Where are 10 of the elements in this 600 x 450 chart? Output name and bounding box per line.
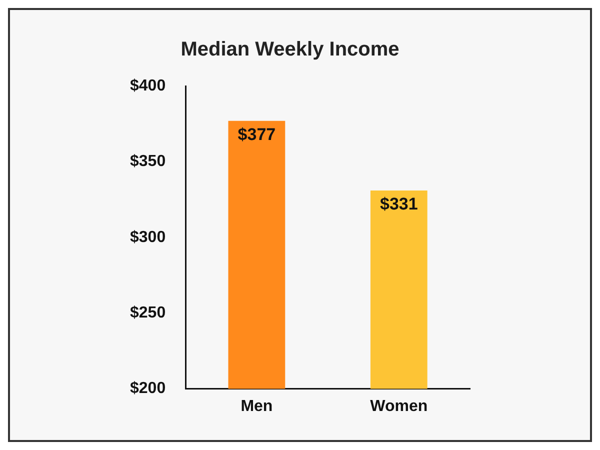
x-tick-label: Men <box>240 398 273 415</box>
y-tick-label: $400 <box>130 77 166 94</box>
chart-title: Median Weekly Income <box>180 38 400 61</box>
y-tick-label: $250 <box>130 304 166 322</box>
data-label: $377 <box>238 125 276 144</box>
y-tick-label: $350 <box>130 153 166 170</box>
y-tick-label: $300 <box>130 228 166 246</box>
y-tick-label: $200 <box>130 380 166 398</box>
data-label: $331 <box>380 194 418 214</box>
x-tick-label: Women <box>370 398 428 415</box>
